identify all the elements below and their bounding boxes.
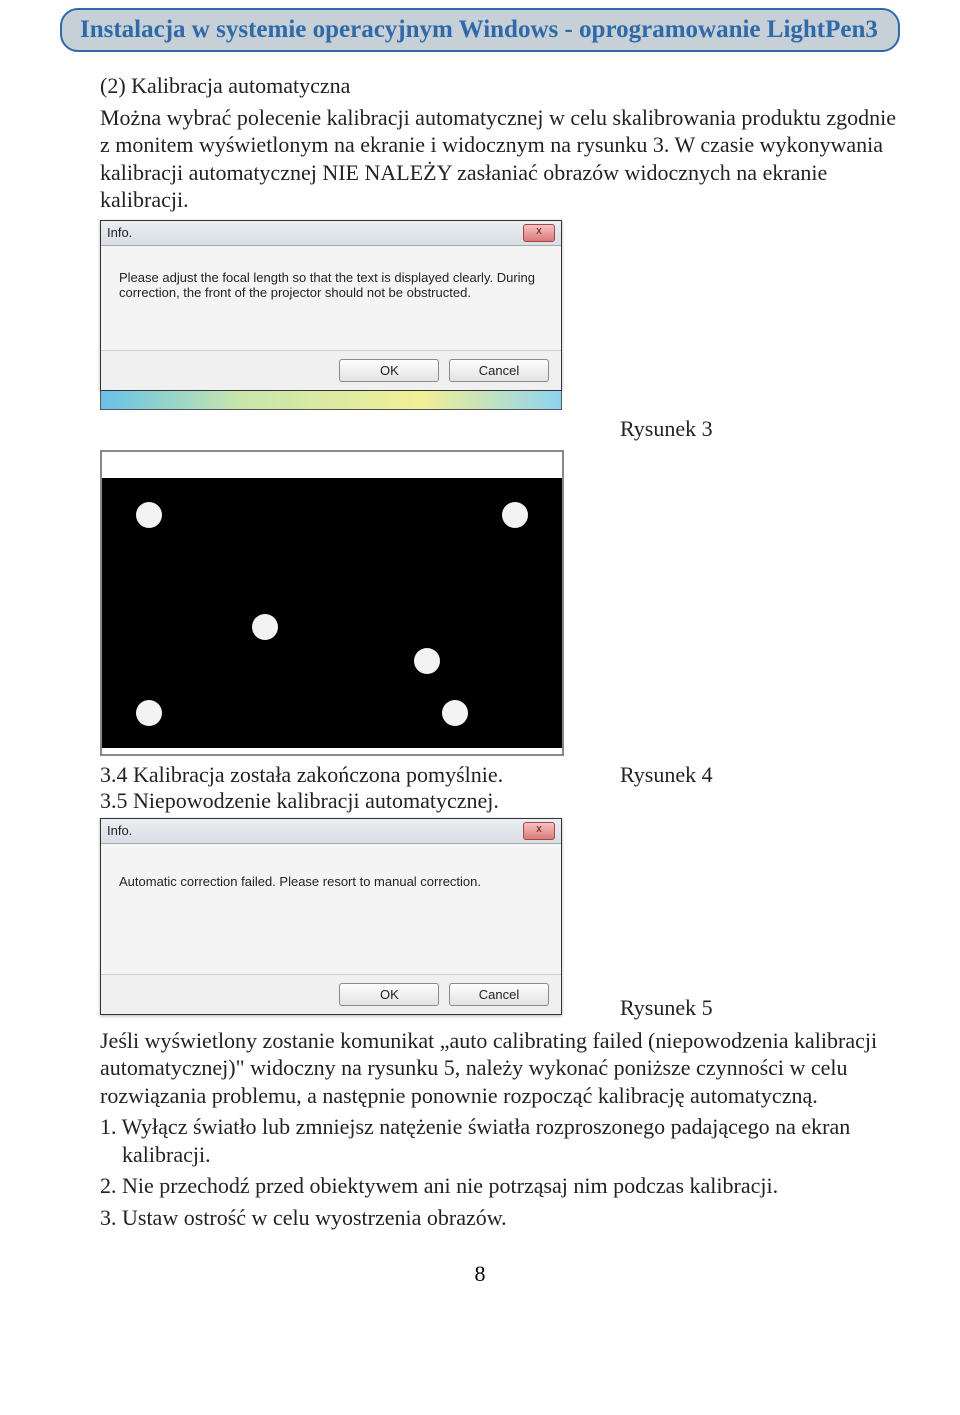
- info-dialog-2: Info. x Automatic correction failed. Ple…: [100, 818, 562, 1015]
- calibration-dot: [136, 700, 162, 726]
- calibration-dot: [414, 648, 440, 674]
- calibration-dot: [502, 502, 528, 528]
- step-1: 1. Wyłącz światło lub zmniejsz natężenie…: [100, 1113, 900, 1168]
- line-3-4: 3.4 Kalibracja została zakończona pomyśl…: [100, 762, 620, 788]
- close-icon[interactable]: x: [523, 224, 555, 242]
- cancel-button[interactable]: Cancel: [449, 983, 549, 1006]
- page-header: Instalacja w systemie operacyjnym Window…: [60, 8, 900, 52]
- info-dialog-1: Info. x Please adjust the focal length s…: [100, 220, 562, 391]
- aero-background-strip: [100, 391, 562, 410]
- ok-button[interactable]: OK: [339, 983, 439, 1006]
- dialog-title: Info.: [107, 823, 132, 838]
- step-2: 2. Nie przechodź przed obiektywem ani ni…: [100, 1172, 900, 1200]
- ok-button[interactable]: OK: [339, 359, 439, 382]
- dialog-body: Automatic correction failed. Please reso…: [101, 844, 561, 974]
- calibration-screen: [100, 450, 564, 756]
- paragraph-after-fig5: Jeśli wyświetlony zostanie komunikat „au…: [100, 1027, 900, 1110]
- close-icon[interactable]: x: [523, 822, 555, 840]
- section-paragraph: Można wybrać polecenie kalibracji automa…: [100, 104, 900, 214]
- dialog-title: Info.: [107, 225, 132, 240]
- step-3: 3. Ustaw ostrość w celu wyostrzenia obra…: [100, 1204, 900, 1232]
- cancel-button[interactable]: Cancel: [449, 359, 549, 382]
- figure-5-caption: Rysunek 5: [620, 995, 900, 1021]
- page-number: 8: [60, 1261, 900, 1287]
- section-title: (2) Kalibracja automatyczna: [100, 72, 900, 100]
- calibration-dot: [136, 502, 162, 528]
- calibration-dot: [252, 614, 278, 640]
- figure-3-caption: Rysunek 3: [620, 416, 900, 442]
- figure-4-caption: Rysunek 4: [620, 762, 900, 788]
- dialog-body: Please adjust the focal length so that t…: [101, 246, 561, 350]
- calibration-dot: [442, 700, 468, 726]
- line-3-5: 3.5 Niepowodzenie kalibracji automatyczn…: [100, 788, 620, 814]
